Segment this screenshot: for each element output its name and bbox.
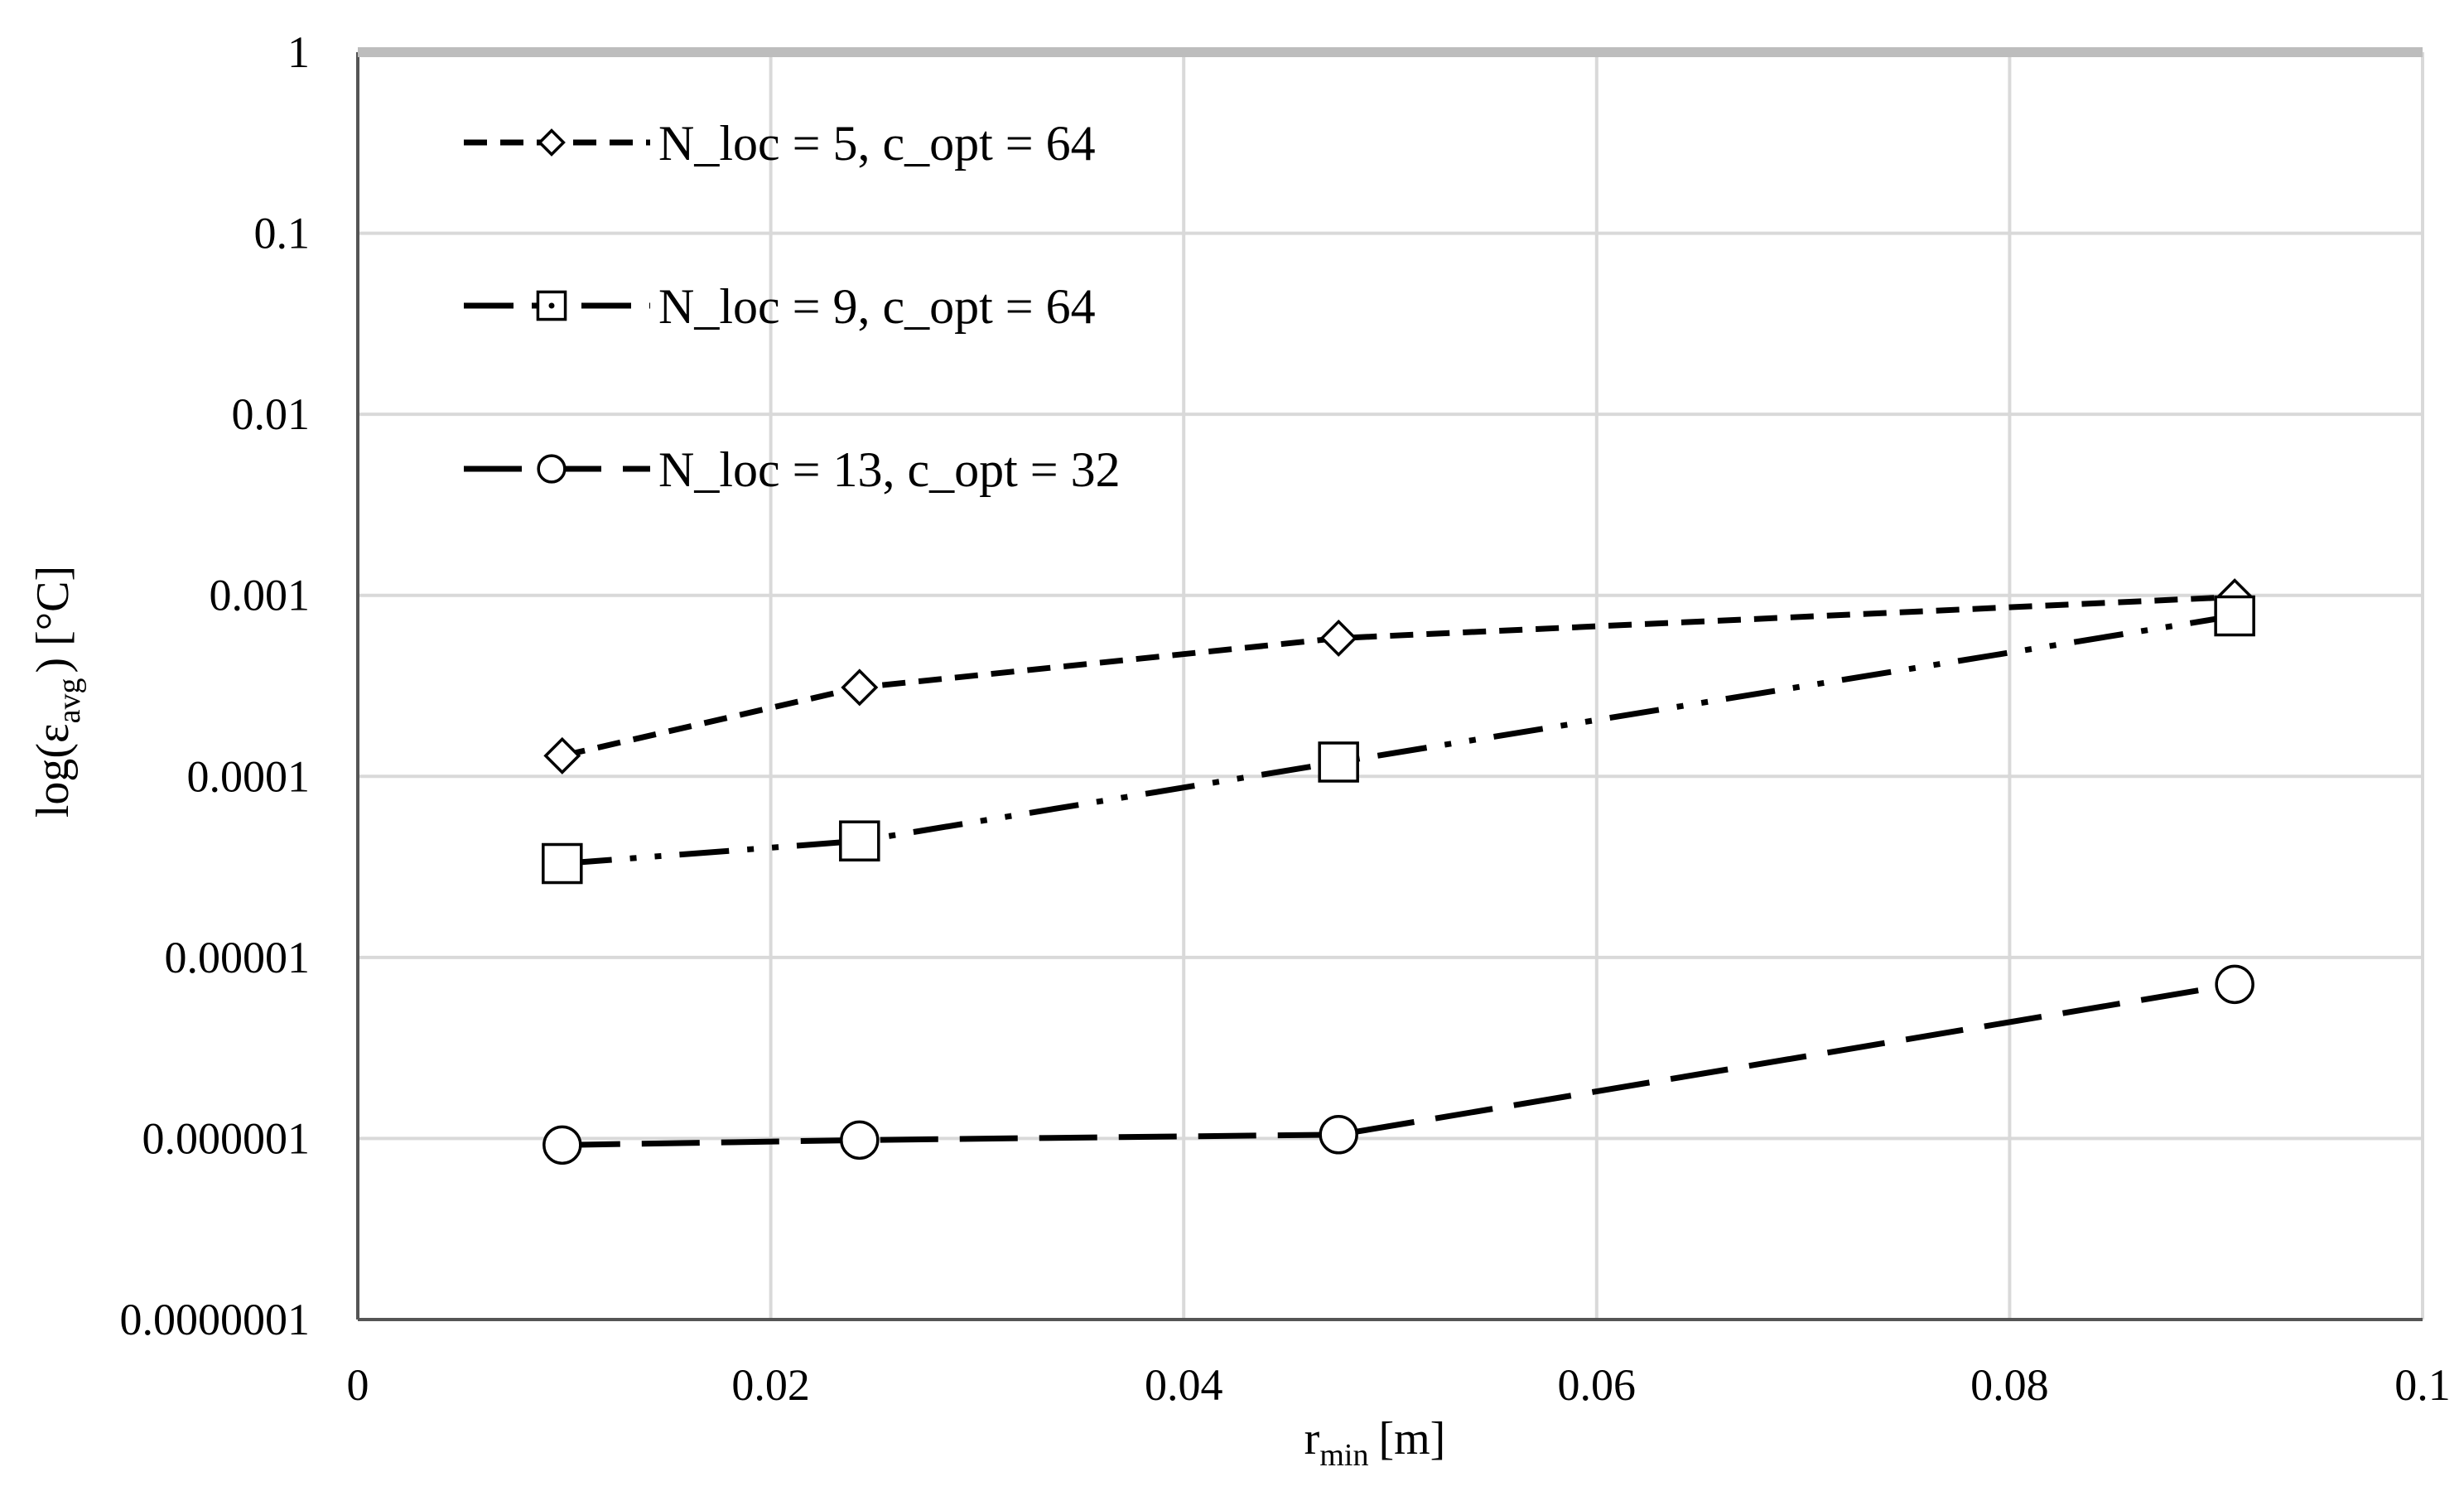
legend-marker <box>538 128 566 157</box>
tick-labels: 1 0.1 0.01 0.001 0.0001 0.00001 0.000001 0.0000… <box>120 27 2451 1410</box>
y-axis-title: log(εavg ) [°C] <box>27 566 87 818</box>
x-tick-label: 0.1 <box>2394 1360 2451 1410</box>
series-line-3 <box>562 981 2235 1148</box>
x-tick-label: 0.08 <box>1970 1360 2049 1410</box>
data-point-series-3 <box>840 1120 880 1160</box>
x-tick-label: 0.04 <box>1145 1360 1223 1410</box>
x-axis-title-main: r <box>1304 1413 1320 1464</box>
x-axis-title-sub: min <box>1319 1438 1368 1473</box>
data-point-series-1 <box>841 668 879 707</box>
grid <box>358 52 2424 1320</box>
data-point-series-1 <box>1319 619 1357 657</box>
legend-label: N_loc = 9, c_opt = 64 <box>658 279 1096 334</box>
series-line-1 <box>562 594 2235 759</box>
data-point-series-1 <box>543 736 581 774</box>
legend-marker-dot <box>548 302 555 309</box>
y-tick-label: 0.0001 <box>187 751 311 801</box>
data-point-series-2 <box>1318 741 1359 783</box>
series-line-2 <box>562 613 2235 867</box>
x-tick-label: 0.06 <box>1558 1360 1637 1410</box>
data-point-series-2 <box>2214 595 2255 637</box>
x-tick-label: 0.02 <box>731 1360 810 1410</box>
legend-label: N_loc = 5, c_opt = 64 <box>658 116 1096 171</box>
markers <box>542 578 2255 1165</box>
data-point-series-2 <box>542 842 583 885</box>
y-tick-label: 0.01 <box>232 389 311 439</box>
series <box>562 594 2235 1148</box>
data-point-series-3 <box>1319 1115 1358 1155</box>
y-tick-label: 0.000001 <box>142 1113 311 1163</box>
y-axis-title-unit: ) [°C] <box>27 566 79 673</box>
legend-label: N_loc = 13, c_opt = 32 <box>658 442 1121 497</box>
y-axis-title-main: log(ε <box>27 723 79 818</box>
y-tick-label: 0.001 <box>210 571 311 620</box>
data-point-series-3 <box>542 1125 582 1165</box>
x-tick-label: 0 <box>347 1360 369 1410</box>
y-tick-label: 0.0000001 <box>120 1295 311 1344</box>
data-point-series-3 <box>2215 964 2254 1005</box>
legend-marker <box>537 454 567 484</box>
y-axis-title-sub: avg <box>52 678 87 724</box>
y-tick-label: 0.00001 <box>165 933 311 982</box>
x-axis-title-unit: [m] <box>1378 1413 1445 1464</box>
axes <box>356 47 2423 1321</box>
x-axis-title: rmin [m] <box>1304 1413 1446 1473</box>
y-tick-label: 1 <box>287 27 310 77</box>
legend: N_loc = 5, c_opt = 64 N_loc = 9, c_opt = … <box>464 116 1121 497</box>
data-point-series-2 <box>839 820 880 861</box>
y-tick-label: 0.1 <box>254 209 311 258</box>
